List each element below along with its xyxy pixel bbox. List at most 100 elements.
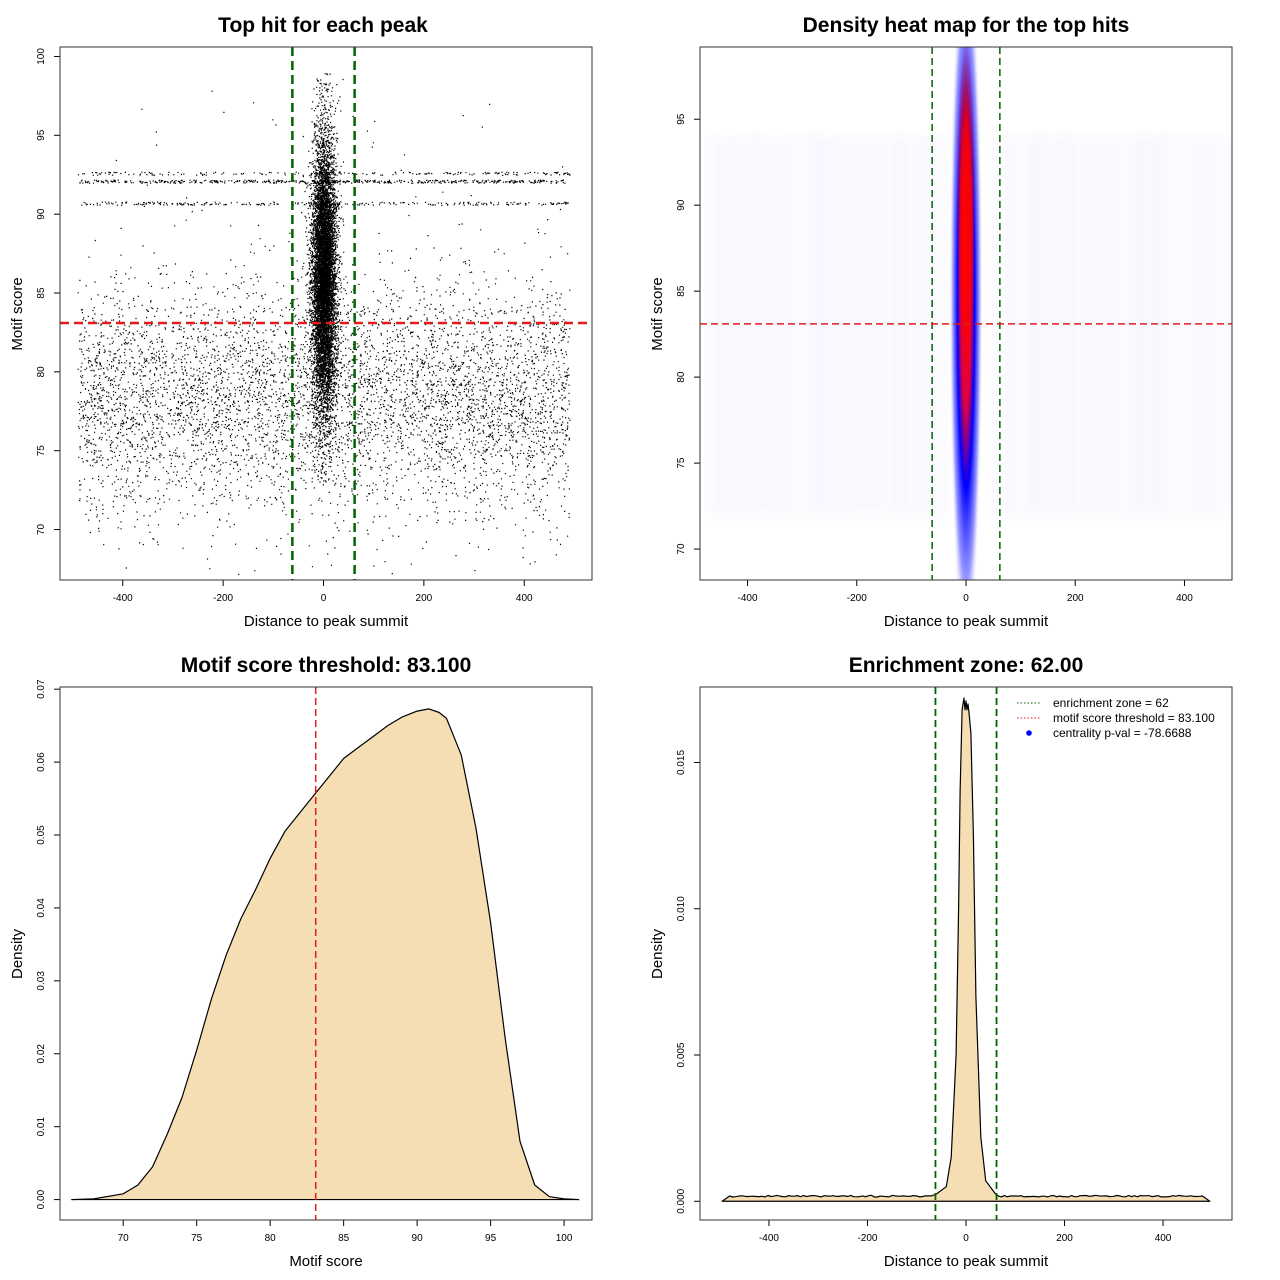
plot-frame xyxy=(59,46,593,581)
x-tick-label: 200 xyxy=(1067,593,1084,604)
chart-title: Motif score threshold: 83.100 xyxy=(181,654,472,677)
heatmap-streak xyxy=(886,136,895,514)
y-tick-label: 100 xyxy=(36,48,47,65)
y-tick-label: 85 xyxy=(36,287,47,299)
heatmap-streak xyxy=(768,136,778,515)
y-tick-label: 80 xyxy=(36,366,47,378)
x-tick-label: -200 xyxy=(213,593,233,604)
heatmap-streak xyxy=(935,136,944,514)
x-tick-label: 200 xyxy=(1056,1233,1073,1244)
heatmap-streak xyxy=(1142,136,1151,514)
heatmap-streak xyxy=(925,136,935,515)
heatmap-streak xyxy=(719,136,729,515)
y-tick-label: 70 xyxy=(676,543,687,555)
y-tick-label: 0.04 xyxy=(36,898,47,918)
x-tick-label: 400 xyxy=(516,593,533,604)
heatmap-streak xyxy=(837,136,846,514)
heatmap-streak xyxy=(728,136,738,515)
heatmap-background xyxy=(709,136,1230,515)
x-tick-label: 85 xyxy=(338,1233,350,1244)
x-tick-label: 70 xyxy=(118,1233,130,1244)
heatmap-streak xyxy=(1063,136,1073,515)
x-tick-label: 200 xyxy=(416,593,433,604)
y-tick-label: 0.00 xyxy=(36,1189,47,1209)
legend-marker xyxy=(1026,730,1032,736)
heatmap-streak xyxy=(778,136,788,515)
heatmap-streak xyxy=(1073,136,1082,514)
heatmap-streak xyxy=(896,136,906,515)
heatmap-streak xyxy=(1151,136,1161,515)
x-tick-label: 0 xyxy=(963,593,969,604)
y-tick-label: 70 xyxy=(36,524,47,536)
x-tick-label: -400 xyxy=(738,593,758,604)
heatmap-streak xyxy=(1181,136,1190,514)
heatmap-streak xyxy=(1200,136,1210,515)
heatmap-streak xyxy=(1171,136,1180,514)
y-axis-label: Motif score xyxy=(649,277,666,350)
heatmap-streak xyxy=(1014,136,1023,514)
heatmap-streak xyxy=(1024,136,1033,514)
x-tick-label: 75 xyxy=(191,1233,203,1244)
x-axis-label: Distance to peak summit xyxy=(884,613,1049,630)
y-tick-label: 0.02 xyxy=(36,1044,47,1064)
y-tick-label: 0.010 xyxy=(676,896,687,921)
x-tick-label: 80 xyxy=(265,1233,277,1244)
heatmap-body xyxy=(709,47,1230,580)
y-tick-label: 0.000 xyxy=(676,1188,687,1213)
y-axis-label: Density xyxy=(649,928,666,979)
y-tick-label: 0.015 xyxy=(676,750,687,775)
x-axis-label: Motif score xyxy=(289,1253,362,1270)
x-tick-label: -200 xyxy=(857,1233,877,1244)
x-tick-label: 400 xyxy=(1155,1233,1172,1244)
heatmap-streak xyxy=(876,136,886,515)
heatmap-streak xyxy=(1161,136,1171,515)
heatmap-core xyxy=(956,47,976,369)
heatmap-streak xyxy=(915,136,925,515)
y-tick-label: 95 xyxy=(676,113,687,125)
scatter-points xyxy=(77,73,571,575)
heatmap-streak xyxy=(866,136,876,515)
y-tick-label: 90 xyxy=(36,208,47,220)
heatmap-streak xyxy=(906,136,915,514)
y-tick-label: 0.06 xyxy=(36,752,47,772)
x-tick-label: -200 xyxy=(847,593,867,604)
legend-label: centrality p-val = -78.6688 xyxy=(1053,726,1192,740)
heatmap-streak xyxy=(798,136,807,514)
heatmap-streak xyxy=(856,136,866,515)
y-tick-label: 85 xyxy=(676,285,687,297)
x-tick-label: 90 xyxy=(412,1233,424,1244)
density-area xyxy=(721,697,1211,1202)
score-density-panel: 70 75 80 85 90 95 100 0.00 0.01 0.02 0.03 0.04 0.05 0… xyxy=(9,654,593,1270)
plot-frame xyxy=(699,46,1233,581)
y-tick-label: 90 xyxy=(676,199,687,211)
x-tick-label: 95 xyxy=(485,1233,497,1244)
y-axis-label: Motif score xyxy=(9,277,26,350)
y-tick-label: 95 xyxy=(36,129,47,141)
x-tick-label: -400 xyxy=(113,593,133,604)
y-tick-label: 0.01 xyxy=(36,1117,47,1137)
heatmap-streak xyxy=(1191,136,1200,514)
chart-title: Enrichment zone: 62.00 xyxy=(849,654,1084,677)
heatmap-streak xyxy=(1122,136,1131,514)
y-tick-label: 75 xyxy=(36,445,47,457)
heatmap-streak xyxy=(1211,136,1220,514)
x-axis-label: Distance to peak summit xyxy=(244,613,409,630)
x-tick-label: -400 xyxy=(759,1233,779,1244)
plot-frame xyxy=(59,686,593,1221)
y-axis-label: Density xyxy=(9,928,26,979)
heatmap-streak xyxy=(1053,136,1063,515)
heatmap-streak xyxy=(758,136,768,515)
heatmap-streak xyxy=(1093,136,1102,514)
heatmap-streak xyxy=(1112,136,1121,514)
heatmap-streak xyxy=(1220,136,1230,515)
chart-title: Density heat map for the top hits xyxy=(803,14,1130,37)
x-tick-label: 0 xyxy=(963,1233,969,1244)
density-area xyxy=(71,708,580,1201)
x-tick-label: 100 xyxy=(556,1233,573,1244)
x-axis-label: Distance to peak summit xyxy=(884,1253,1049,1270)
x-tick-label: 400 xyxy=(1176,593,1193,604)
plot-frame xyxy=(699,686,1233,1221)
